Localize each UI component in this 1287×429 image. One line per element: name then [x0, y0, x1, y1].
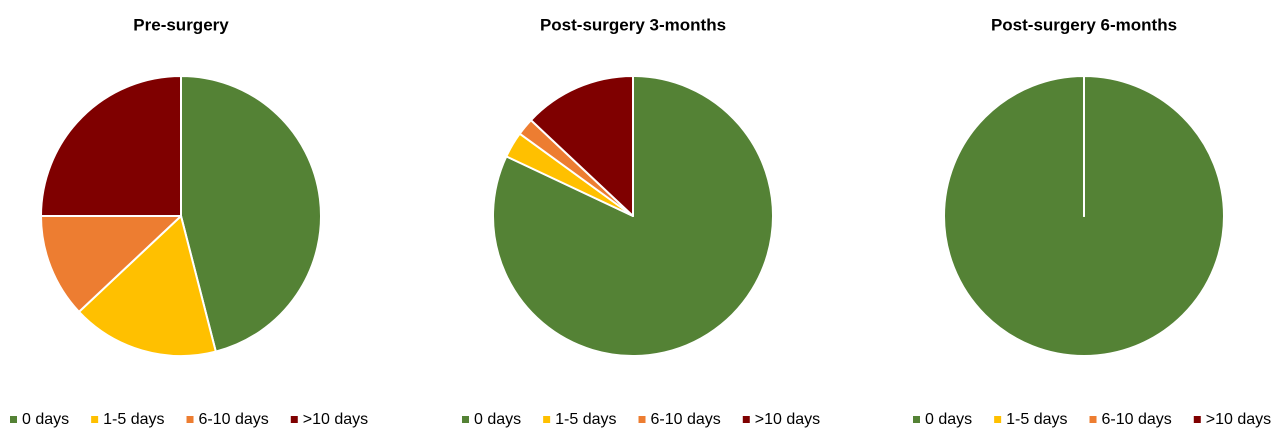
legend-marker	[186, 416, 194, 423]
legend-label: 6-10 days	[1102, 411, 1172, 428]
legend-label: >10 days	[303, 411, 368, 428]
pie-slice	[40, 215, 182, 313]
legend-label: 6-10 days	[651, 411, 721, 428]
pie-slice	[180, 75, 322, 353]
legend-marker	[462, 416, 469, 423]
chart-title: Pre-surgery	[133, 15, 229, 34]
pie-slice	[40, 75, 182, 217]
legend-label: >10 days	[1206, 411, 1271, 428]
chart-title: Post-surgery 6-months	[991, 15, 1177, 34]
legend-marker	[994, 416, 1002, 423]
legend-marker	[1089, 416, 1097, 423]
legend-marker	[91, 416, 99, 423]
legend-label: 0 days	[22, 411, 69, 428]
pie-slice	[529, 75, 634, 217]
legend-label: 0 days	[925, 411, 972, 428]
legend-marker	[10, 416, 17, 423]
legend-marker	[742, 416, 750, 423]
legend-label: 0 days	[474, 411, 521, 428]
legend-label: >10 days	[755, 411, 820, 428]
chart-title: Post-surgery 3-months	[540, 15, 726, 34]
legend-marker	[1193, 416, 1201, 423]
legend-marker	[913, 416, 920, 423]
legend-label: 1-5 days	[103, 411, 164, 428]
legend-label: 1-5 days	[555, 411, 616, 428]
legend-label: 1-5 days	[1006, 411, 1067, 428]
pie-slice	[77, 215, 217, 357]
legend-marker	[543, 416, 551, 423]
legend-marker	[290, 416, 298, 423]
legend-marker	[638, 416, 646, 423]
legend-label: 6-10 days	[199, 411, 269, 428]
